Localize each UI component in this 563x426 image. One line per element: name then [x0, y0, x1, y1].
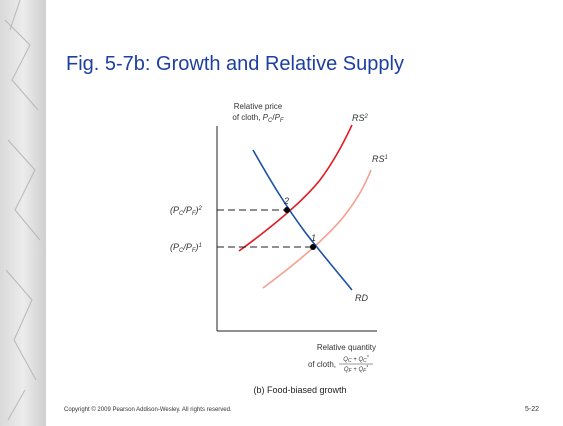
label-part: /P [182, 205, 192, 215]
rs2-curve [238, 124, 353, 252]
fraction-denominator: QF + QF* [344, 365, 369, 374]
label-part: F [192, 248, 196, 254]
fraction-numerator: QC + QC* [343, 355, 369, 364]
y-axis-label: of cloth, PC/PF [232, 113, 284, 124]
x-axis-label: Relative quantity [317, 343, 376, 352]
label-part: ) [195, 242, 199, 252]
y-axis-label: Relative price [234, 102, 283, 111]
label-part: F [192, 211, 196, 217]
label-part: P [263, 113, 269, 122]
label-part: F [280, 118, 284, 124]
label-part: / [272, 113, 275, 122]
point-label: 2 [283, 196, 289, 206]
copyright: Copyright © 2009 Pearson Addison-Wesley.… [64, 406, 232, 413]
label-part: (P [170, 205, 179, 215]
label-part: C [348, 358, 352, 364]
price-label: (PC/PF)1 [170, 242, 202, 254]
label-part: RS [352, 113, 365, 123]
slide-number: 5-22 [525, 406, 539, 413]
label-part: * [367, 355, 370, 361]
label-part: 1 [385, 155, 388, 161]
slide-title: Fig. 5-7b: Growth and Relative Supply [66, 53, 404, 75]
label-part: F [349, 368, 353, 374]
curve-label: RS2 [352, 113, 369, 123]
equilibrium-point [284, 207, 290, 213]
label-part: C [179, 248, 184, 254]
label-part: /P [182, 242, 192, 252]
equilibrium-point [310, 244, 316, 250]
label-part: Q [343, 357, 348, 363]
price-label: (PC/PF)2 [170, 205, 203, 217]
curve-label: RS1 [372, 154, 388, 164]
label-part: C [363, 358, 367, 364]
label-part: (P [170, 242, 179, 252]
label-part: + [352, 367, 359, 373]
rd-curve [252, 149, 353, 291]
label-part: ) [195, 205, 199, 215]
label-part: RS [372, 154, 385, 164]
label-part: Q [344, 367, 349, 373]
label-part: 1 [199, 243, 202, 249]
caption: (b) Food-biased growth [253, 385, 346, 395]
label-part: * [366, 365, 369, 371]
marble-veins [4, 0, 41, 421]
label-part: C [268, 118, 273, 124]
label-part: Q [358, 357, 363, 363]
label-part: P [275, 113, 281, 122]
rs1-curve [262, 169, 372, 289]
label-part: of cloth, [232, 113, 262, 122]
label-part: F [363, 368, 367, 374]
point-label: 1 [311, 233, 316, 243]
marble-strip [0, 0, 46, 426]
label-part: Q [358, 367, 363, 373]
curve-label: RD [355, 293, 368, 303]
label-part: + [352, 357, 359, 363]
x-axis-label: of cloth, [308, 360, 336, 369]
label-part: 2 [198, 206, 203, 212]
label-part: 2 [364, 114, 369, 120]
label-part: C [179, 211, 184, 217]
